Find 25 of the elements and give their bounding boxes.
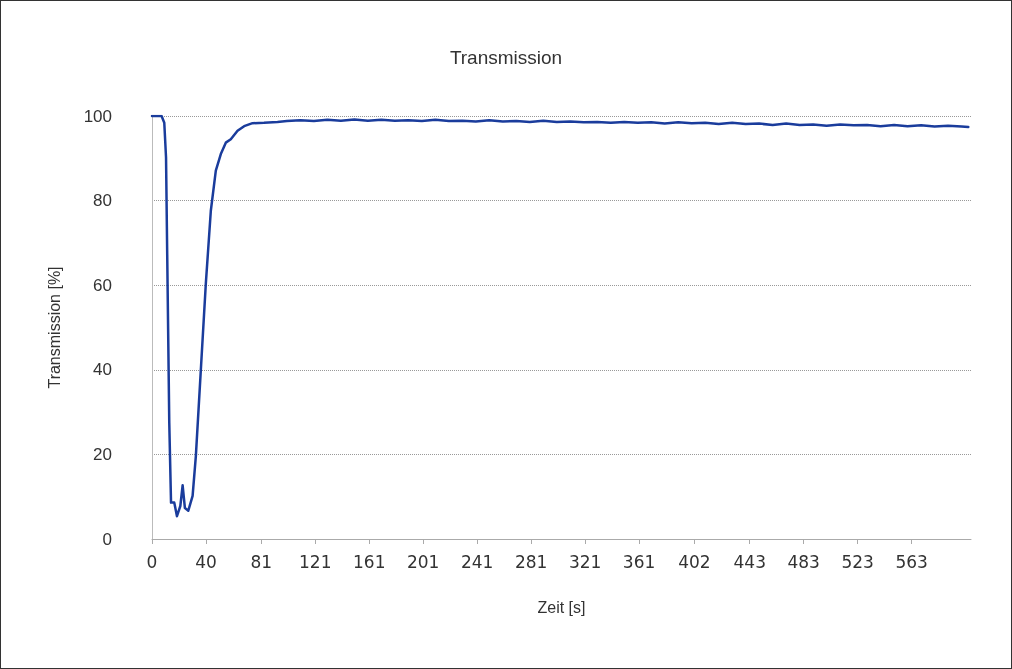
x-tick-label: 201: [406, 551, 440, 572]
x-tick-label: 40: [195, 551, 217, 572]
x-tick-label: 361: [622, 551, 656, 572]
x-tick-label: 563: [895, 551, 928, 572]
x-tick-label: 0: [146, 551, 158, 572]
x-tick-label: 121: [299, 551, 332, 572]
x-tick-label: 321: [568, 551, 602, 572]
x-tick-label: 161: [353, 551, 386, 572]
x-tick-label: 523: [841, 551, 874, 572]
y-tick-label: 20: [93, 444, 112, 464]
y-tick-label: 40: [93, 360, 112, 380]
y-tick-label: 100: [83, 106, 112, 126]
x-tick-label: 281: [514, 551, 548, 572]
x-tick-label: 81: [250, 551, 273, 572]
y-tick-label: 60: [93, 275, 112, 295]
y-tick-label: 80: [93, 191, 112, 211]
x-tick-label: 241: [460, 551, 494, 572]
chart-title: Transmission: [449, 47, 563, 68]
x-axis-title: Zeit [s]: [537, 598, 586, 616]
line-series: [150, 114, 970, 518]
x-tick-label: 483: [787, 551, 820, 572]
y-tick-label: 0: [102, 529, 112, 549]
x-tick-label: 443: [733, 551, 766, 572]
y-axis-title: Transmission [%]: [45, 266, 63, 389]
x-tick-label: 402: [678, 551, 711, 572]
